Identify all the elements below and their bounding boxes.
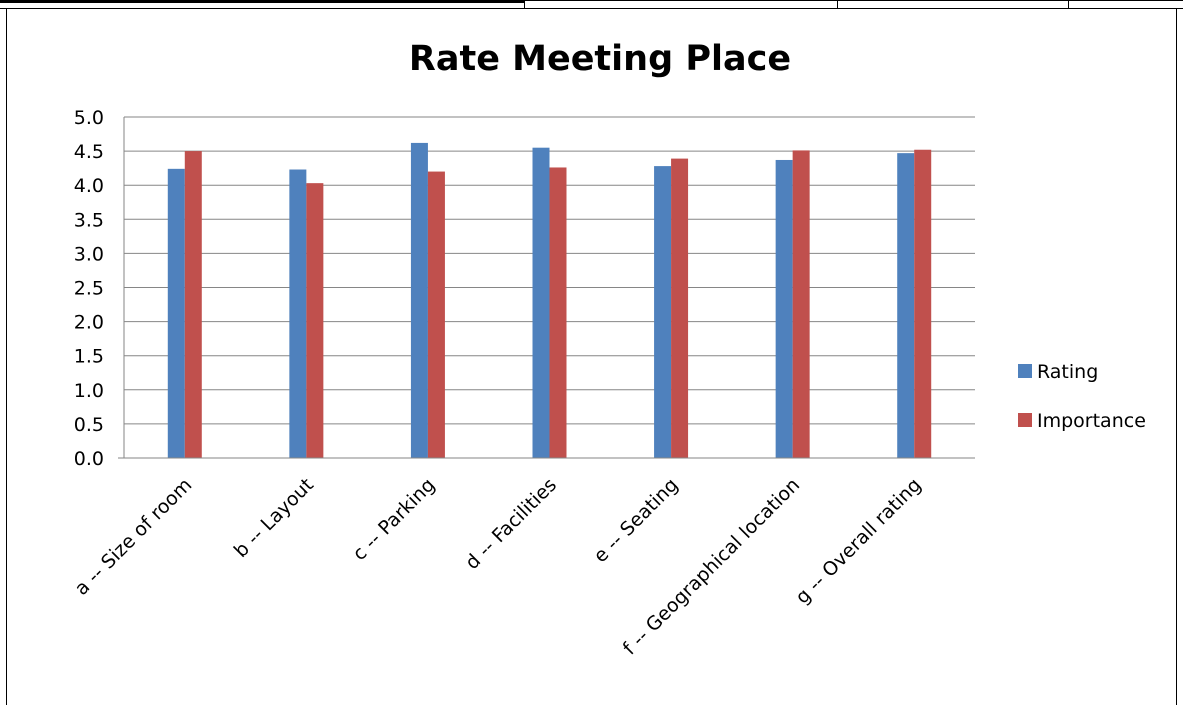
y-tick-label: 4.0	[74, 175, 104, 197]
x-tick-label: c -- Parking	[348, 474, 439, 565]
y-tick-label: 1.5	[74, 346, 104, 368]
y-tick-label: 3.5	[74, 209, 104, 231]
y-tick-label: 5.0	[74, 107, 104, 129]
table-right-border	[1176, 8, 1177, 705]
axes: 0.0 0.5 1.0 1.5 2.0 2.5 3.0 3.5 4.0 4.5 5.0 a -- Si…	[70, 107, 975, 659]
x-tick-label: d -- Facilities	[461, 474, 561, 574]
y-tick-label: 1.0	[74, 380, 104, 402]
y-tick-label: 0.5	[74, 414, 104, 436]
table-cell-divider	[1068, 0, 1069, 9]
bar-rating	[289, 169, 307, 459]
y-tick-label: 2.0	[74, 312, 104, 334]
chart-title: Rate Meeting Place	[409, 39, 791, 79]
y-tick-label: 3.0	[74, 243, 104, 265]
bar-importance	[792, 150, 810, 458]
table-top-border-secondary	[524, 0, 1183, 1]
x-tick-label: a -- Size of room	[70, 474, 196, 600]
y-tick-label: 2.5	[74, 278, 104, 300]
bar-importance	[549, 167, 567, 458]
table-left-border	[6, 8, 7, 705]
x-tick-label: b -- Layout	[230, 474, 318, 562]
bar-importance	[914, 149, 932, 458]
bar-rating	[410, 142, 428, 458]
legend: Rating Importance	[1018, 361, 1146, 432]
bar-rating	[654, 166, 672, 458]
legend-swatch	[1018, 413, 1032, 427]
legend-label: Importance	[1037, 410, 1146, 432]
bar-rating	[775, 159, 793, 458]
y-tick-label: 0.0	[74, 448, 104, 470]
table-cell-divider	[524, 0, 525, 9]
bar-importance	[306, 183, 324, 459]
bar-rating	[897, 153, 915, 458]
bar-rating	[532, 147, 550, 458]
bar-importance	[427, 171, 445, 458]
x-tick-label: g -- Overall rating	[791, 474, 925, 608]
legend-label: Rating	[1037, 361, 1098, 383]
table-row-border	[0, 8, 1183, 9]
bar-rating	[167, 168, 185, 458]
x-tick-label: e -- Seating	[589, 474, 682, 567]
bars	[167, 142, 932, 459]
y-tick-label: 4.5	[74, 141, 104, 163]
legend-swatch	[1018, 364, 1032, 378]
table-cell-divider	[837, 0, 838, 9]
bar-importance	[671, 158, 689, 459]
table-top-border	[0, 0, 524, 3]
bar-importance	[184, 151, 202, 458]
